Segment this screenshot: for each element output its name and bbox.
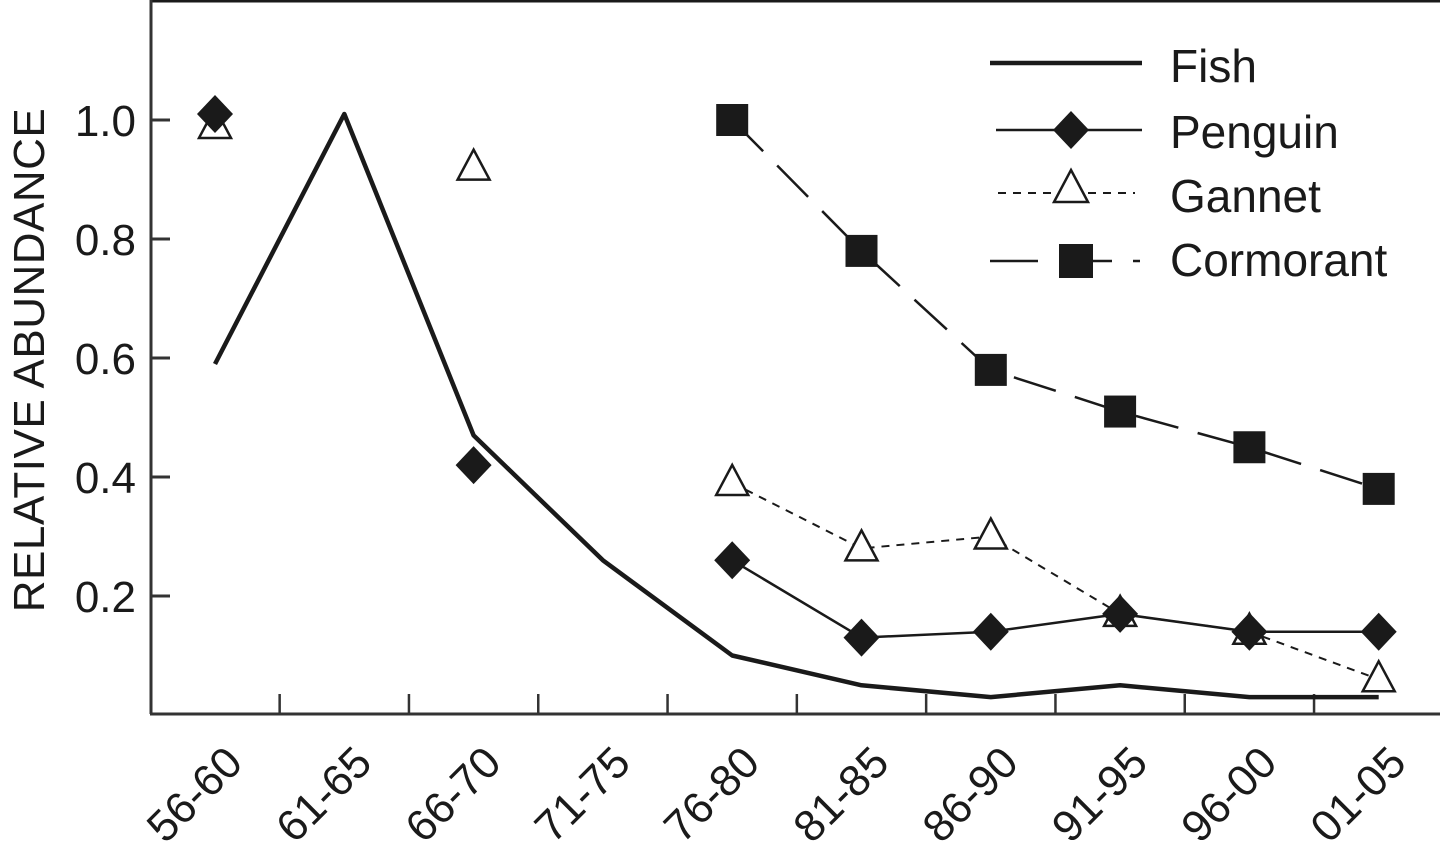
square-marker-icon xyxy=(716,104,749,136)
legend-label-gannet: Gannet xyxy=(1170,170,1321,222)
legend-item-cormorant: Cormorant xyxy=(990,234,1388,286)
diamond-marker-icon xyxy=(714,541,751,580)
triangle-marker-icon xyxy=(843,527,880,562)
legend-item-gannet: Gannet xyxy=(998,167,1321,222)
square-marker-icon xyxy=(1233,431,1266,464)
legend-label-fish: Fish xyxy=(1170,40,1257,92)
legend-label-cormorant: Cormorant xyxy=(1170,234,1388,286)
series-penguin xyxy=(197,95,1397,657)
series-line xyxy=(731,482,1380,681)
legend-item-penguin: Penguin xyxy=(996,106,1339,158)
series-line xyxy=(213,111,1379,700)
diamond-marker-icon xyxy=(1360,612,1397,651)
square-marker-icon xyxy=(1362,472,1395,505)
square-marker-icon xyxy=(1059,244,1093,278)
series-line xyxy=(731,559,1379,639)
diamond-marker-icon xyxy=(1053,111,1089,149)
diamond-marker-icon xyxy=(1231,612,1268,651)
triangle-marker-icon xyxy=(714,462,751,497)
y-axis-title: RELATIVE ABUNDANCE xyxy=(5,108,54,613)
y-tick-label: 1.0 xyxy=(75,97,136,146)
legend-item-fish: Fish xyxy=(990,40,1257,92)
x-axis-ticks: 56-60 61-65 66-70 71-75 76-80 81-85 86-90 91-95… xyxy=(138,694,1416,846)
y-axis-ticks: 0.2 0.4 0.6 0.8 1.0 xyxy=(75,97,170,622)
x-tick-label: 91-95 xyxy=(1043,738,1157,846)
y-tick-label: 0.8 xyxy=(75,216,136,265)
triangle-marker-icon xyxy=(455,146,492,181)
series-fish xyxy=(213,111,1379,700)
diamond-marker-icon xyxy=(455,446,492,485)
x-tick-label: 56-60 xyxy=(138,738,252,846)
y-tick-label: 0.4 xyxy=(75,454,136,503)
x-tick-label: 86-90 xyxy=(913,738,1027,846)
diamond-marker-icon xyxy=(197,95,233,134)
square-marker-icon xyxy=(974,353,1007,386)
x-tick-label: 71-75 xyxy=(526,738,640,846)
series-cormorant xyxy=(716,104,1395,505)
triangle-marker-icon xyxy=(1051,167,1091,204)
x-tick-label: 61-65 xyxy=(267,738,381,846)
legend-label-penguin: Penguin xyxy=(1170,106,1339,158)
square-marker-icon xyxy=(1104,395,1137,428)
diamond-marker-icon xyxy=(1102,594,1139,633)
x-tick-label: 01-05 xyxy=(1301,738,1415,846)
triangle-marker-icon xyxy=(972,515,1009,550)
x-tick-label: 66-70 xyxy=(396,738,510,846)
y-tick-label: 0.2 xyxy=(75,573,136,622)
x-tick-label: 76-80 xyxy=(655,738,769,846)
x-tick-label: 96-00 xyxy=(1172,738,1286,846)
legend: Fish Penguin Gannet Cormorant xyxy=(990,40,1388,286)
diamond-marker-icon xyxy=(972,612,1009,651)
diamond-marker-icon xyxy=(843,618,880,657)
series-line xyxy=(731,119,1380,491)
triangle-marker-icon xyxy=(1360,658,1397,693)
series-layer xyxy=(196,95,1397,700)
y-tick-label: 0.6 xyxy=(75,335,136,384)
square-marker-icon xyxy=(845,234,878,267)
x-tick-label: 81-85 xyxy=(784,738,898,846)
